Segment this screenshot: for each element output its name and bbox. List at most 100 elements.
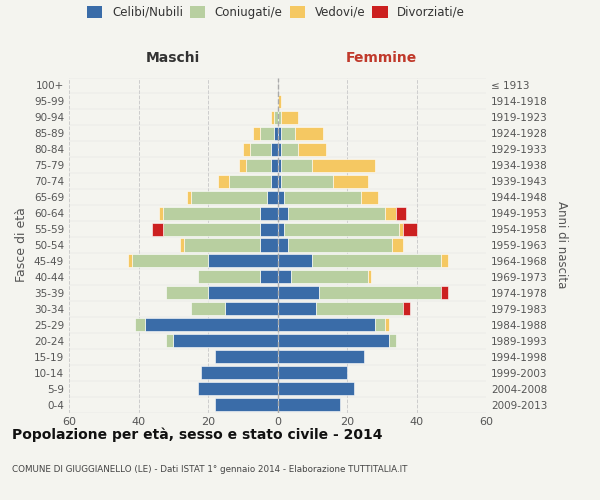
Y-axis label: Fasce di età: Fasce di età — [16, 208, 28, 282]
Text: COMUNE DI GIUGGIANELLO (LE) - Dati ISTAT 1° gennaio 2014 - Elaborazione TUTTITAL: COMUNE DI GIUGGIANELLO (LE) - Dati ISTAT… — [12, 465, 407, 474]
Bar — [201, 366, 277, 379]
Bar — [441, 254, 448, 268]
Bar — [271, 158, 277, 172]
Y-axis label: Anni di nascita: Anni di nascita — [554, 202, 568, 288]
Bar — [281, 158, 312, 172]
Text: Maschi: Maschi — [146, 50, 200, 64]
Bar — [163, 206, 260, 220]
Bar — [385, 318, 389, 332]
Bar — [277, 238, 288, 252]
Bar — [385, 206, 395, 220]
Bar — [281, 111, 298, 124]
Bar — [292, 270, 368, 283]
Bar — [226, 302, 277, 316]
Bar — [312, 158, 375, 172]
Bar — [277, 174, 281, 188]
Bar — [281, 174, 333, 188]
Bar — [215, 398, 277, 411]
Bar — [191, 190, 267, 203]
Bar — [319, 286, 441, 300]
Bar — [246, 158, 271, 172]
Bar — [131, 254, 208, 268]
Bar — [399, 222, 403, 235]
Bar — [184, 238, 260, 252]
Bar — [260, 222, 277, 235]
Bar — [316, 302, 403, 316]
Bar — [288, 206, 385, 220]
Bar — [197, 270, 260, 283]
Bar — [145, 318, 277, 332]
Bar — [166, 286, 208, 300]
Bar — [281, 127, 295, 140]
Bar — [215, 350, 277, 363]
Bar — [271, 111, 274, 124]
Bar — [274, 111, 277, 124]
Bar — [403, 222, 416, 235]
Bar — [298, 142, 326, 156]
Bar — [277, 334, 389, 347]
Bar — [180, 238, 184, 252]
Bar — [260, 206, 277, 220]
Bar — [160, 206, 163, 220]
Bar — [277, 190, 284, 203]
Text: Femmine: Femmine — [346, 50, 418, 64]
Bar — [361, 190, 378, 203]
Bar — [288, 238, 392, 252]
Bar — [152, 222, 163, 235]
Bar — [229, 174, 271, 188]
Bar — [191, 302, 226, 316]
Bar — [274, 127, 277, 140]
Bar — [277, 318, 375, 332]
Bar — [239, 158, 246, 172]
Bar — [218, 174, 229, 188]
Bar — [277, 206, 288, 220]
Bar — [260, 270, 277, 283]
Bar — [277, 270, 292, 283]
Bar — [312, 254, 441, 268]
Bar — [208, 254, 277, 268]
Bar — [375, 318, 385, 332]
Legend: Celibi/Nubili, Coniugati/e, Vedovi/e, Divorziati/e: Celibi/Nubili, Coniugati/e, Vedovi/e, Di… — [87, 6, 465, 19]
Bar — [284, 190, 361, 203]
Bar — [277, 302, 316, 316]
Bar — [284, 222, 399, 235]
Bar — [260, 127, 274, 140]
Bar — [277, 95, 281, 108]
Bar — [277, 158, 281, 172]
Bar — [333, 174, 368, 188]
Bar — [277, 286, 319, 300]
Bar — [271, 174, 277, 188]
Bar — [253, 127, 260, 140]
Bar — [277, 254, 312, 268]
Bar — [277, 350, 364, 363]
Bar — [163, 222, 260, 235]
Bar — [187, 190, 191, 203]
Bar — [277, 398, 340, 411]
Bar — [277, 127, 281, 140]
Bar — [208, 286, 277, 300]
Bar — [260, 238, 277, 252]
Bar — [166, 334, 173, 347]
Bar — [281, 142, 298, 156]
Bar — [250, 142, 271, 156]
Bar — [173, 334, 277, 347]
Bar — [267, 190, 277, 203]
Bar — [277, 366, 347, 379]
Bar — [392, 238, 403, 252]
Bar — [271, 142, 277, 156]
Text: Popolazione per età, sesso e stato civile - 2014: Popolazione per età, sesso e stato civil… — [12, 428, 383, 442]
Bar — [277, 382, 354, 395]
Bar — [197, 382, 277, 395]
Bar — [277, 142, 281, 156]
Bar — [135, 318, 145, 332]
Bar — [441, 286, 448, 300]
Bar — [368, 270, 371, 283]
Bar — [243, 142, 250, 156]
Bar — [395, 206, 406, 220]
Bar — [295, 127, 323, 140]
Bar — [403, 302, 410, 316]
Bar — [277, 111, 281, 124]
Bar — [277, 222, 284, 235]
Bar — [389, 334, 395, 347]
Bar — [128, 254, 131, 268]
